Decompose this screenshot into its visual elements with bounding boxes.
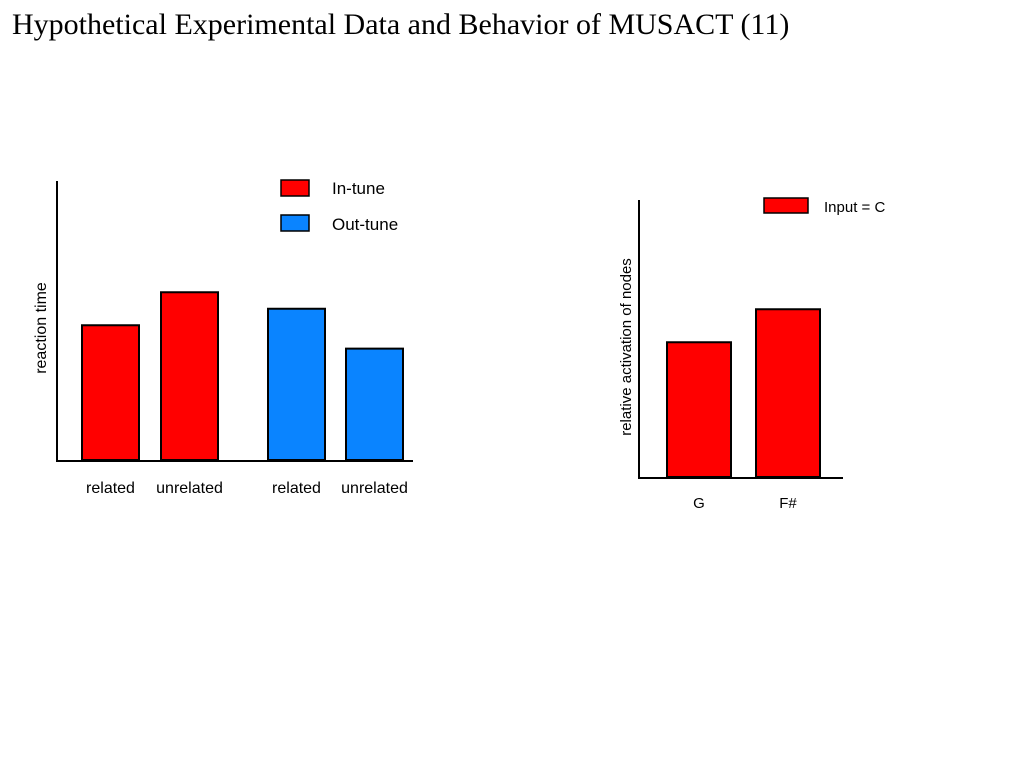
legend-label-in-tune: In-tune xyxy=(332,179,385,198)
bar-out-tune-4 xyxy=(345,347,404,461)
bar-in-tune-1 xyxy=(81,324,140,461)
bar-input-c-2 xyxy=(755,308,821,478)
legend-label-out-tune: Out-tune xyxy=(332,215,398,234)
legend-label-input-c: Input = C xyxy=(824,199,885,216)
bar-in-tune-2 xyxy=(160,291,219,461)
y-axis-label: reaction time xyxy=(33,282,50,374)
x-tick-label-2: F# xyxy=(779,495,797,512)
x-tick-label-3: related xyxy=(272,480,321,497)
y-axis-label: relative activation of nodes xyxy=(618,258,635,436)
bar-input-c-1 xyxy=(666,341,732,478)
x-tick-label-1: related xyxy=(86,480,135,497)
legend-swatch-in-tune xyxy=(280,179,310,197)
legend: In-tune Out-tune xyxy=(280,179,398,234)
slide-title: Hypothetical Experimental Data and Behav… xyxy=(12,8,790,41)
x-tick-label-2: unrelated xyxy=(156,480,223,497)
legend-swatch-out-tune xyxy=(280,214,310,232)
x-tick-label-4: unrelated xyxy=(341,480,408,497)
bar-out-tune-3 xyxy=(267,307,326,461)
x-tick-label-1: G xyxy=(693,495,705,512)
legend-swatch-input-c xyxy=(763,197,809,214)
legend: Input = C xyxy=(763,197,885,216)
